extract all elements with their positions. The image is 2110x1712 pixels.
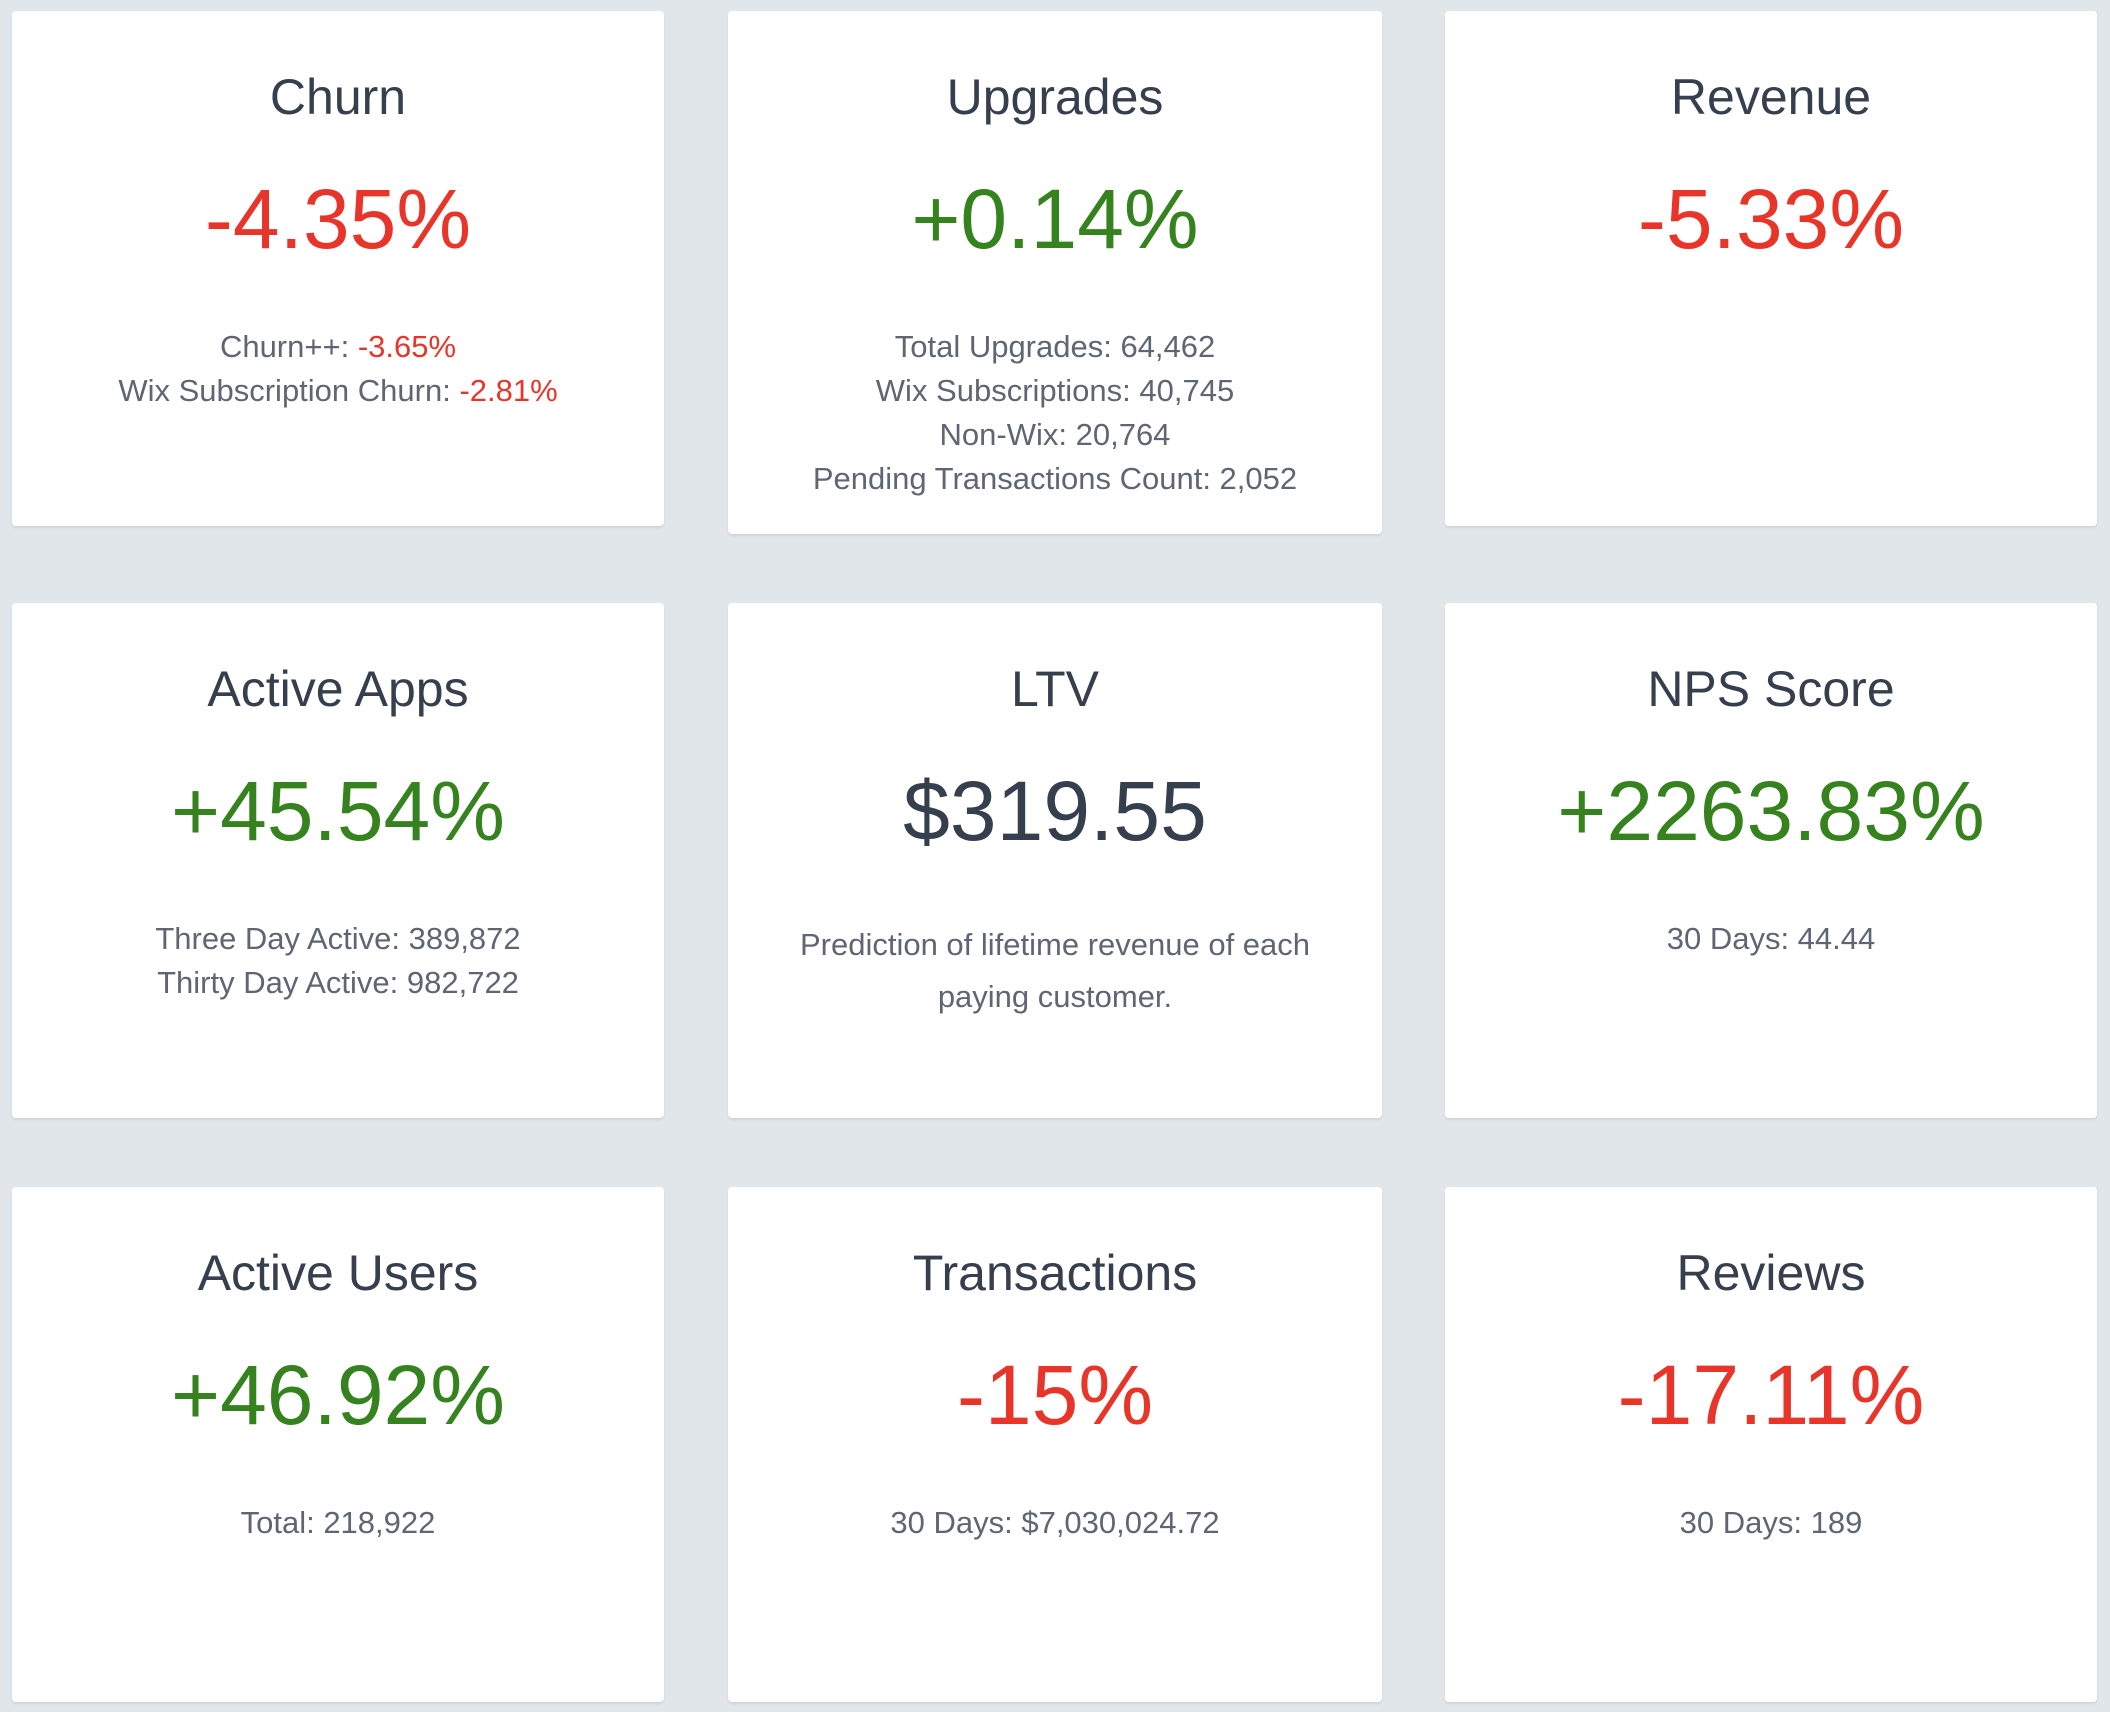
detail-value: -3.65% [357, 329, 457, 364]
card-title: LTV [1011, 661, 1099, 717]
detail-line: 30 Days: $7,030,024.72 [890, 1505, 1220, 1540]
card-title: Reviews [1676, 1245, 1866, 1301]
detail-label: Wix Subscription Churn: [118, 373, 460, 408]
card-details: Three Day Active: 389,872 Thirty Day Act… [12, 917, 664, 1005]
card-value: +0.14% [911, 172, 1199, 266]
card-description: Prediction of lifetime revenue of each p… [799, 927, 1311, 1014]
detail-line: Three Day Active: 389,872 [155, 921, 521, 956]
card-title: Active Apps [207, 661, 469, 717]
detail-line: Wix Subscriptions: 40,745 [875, 373, 1235, 408]
card-details: Churn++: -3.65% Wix Subscription Churn: … [12, 325, 664, 413]
card-title: Churn [269, 69, 407, 125]
card-title: Transactions [912, 1245, 1198, 1301]
card-value: -4.35% [204, 172, 472, 266]
detail-line: Non-Wix: 20,764 [939, 417, 1171, 452]
card-details: Total: 218,922 [12, 1501, 664, 1545]
card-value: +2263.83% [1557, 764, 1985, 858]
card-ltv: LTV $319.55 Prediction of lifetime reven… [728, 603, 1382, 1118]
card-value: $319.55 [903, 764, 1207, 858]
card-title: NPS Score [1647, 661, 1895, 717]
card-value: +45.54% [171, 764, 505, 858]
detail-line: Thirty Day Active: 982,722 [157, 965, 519, 1000]
card-details: 30 Days: 44.44 [1445, 917, 2097, 961]
detail-line: 30 Days: 189 [1679, 1505, 1863, 1540]
detail-label: Churn++: [219, 329, 358, 364]
card-title: Upgrades [946, 69, 1164, 125]
card-title: Active Users [197, 1245, 479, 1301]
card-nps-score: NPS Score +2263.83% 30 Days: 44.44 [1445, 603, 2097, 1118]
card-value: +46.92% [171, 1348, 505, 1442]
card-value: -5.33% [1637, 172, 1905, 266]
card-title: Revenue [1670, 69, 1872, 125]
detail-line: Total: 218,922 [240, 1505, 436, 1540]
card-reviews: Reviews -17.11% 30 Days: 189 [1445, 1187, 2097, 1702]
detail-line: Churn++: -3.65% [12, 325, 664, 369]
detail-line: Total Upgrades: 64,462 [894, 329, 1216, 364]
card-value: -15% [956, 1348, 1154, 1442]
detail-value: -2.81% [459, 373, 558, 408]
card-details: Total Upgrades: 64,462 Wix Subscriptions… [728, 325, 1382, 501]
card-upgrades: Upgrades +0.14% Total Upgrades: 64,462 W… [728, 11, 1382, 534]
card-value: -17.11% [1617, 1348, 1925, 1442]
card-details: 30 Days: $7,030,024.72 [728, 1501, 1382, 1545]
card-churn: Churn -4.35% Churn++: -3.65% Wix Subscri… [12, 11, 664, 526]
card-active-apps: Active Apps +45.54% Three Day Active: 38… [12, 603, 664, 1118]
card-transactions: Transactions -15% 30 Days: $7,030,024.72 [728, 1187, 1382, 1702]
card-revenue: Revenue -5.33% [1445, 11, 2097, 526]
detail-line: Pending Transactions Count: 2,052 [812, 461, 1298, 496]
card-active-users: Active Users +46.92% Total: 218,922 [12, 1187, 664, 1702]
card-details: 30 Days: 189 [1445, 1501, 2097, 1545]
detail-line: 30 Days: 44.44 [1666, 921, 1876, 956]
detail-line: Wix Subscription Churn: -2.81% [12, 369, 664, 413]
